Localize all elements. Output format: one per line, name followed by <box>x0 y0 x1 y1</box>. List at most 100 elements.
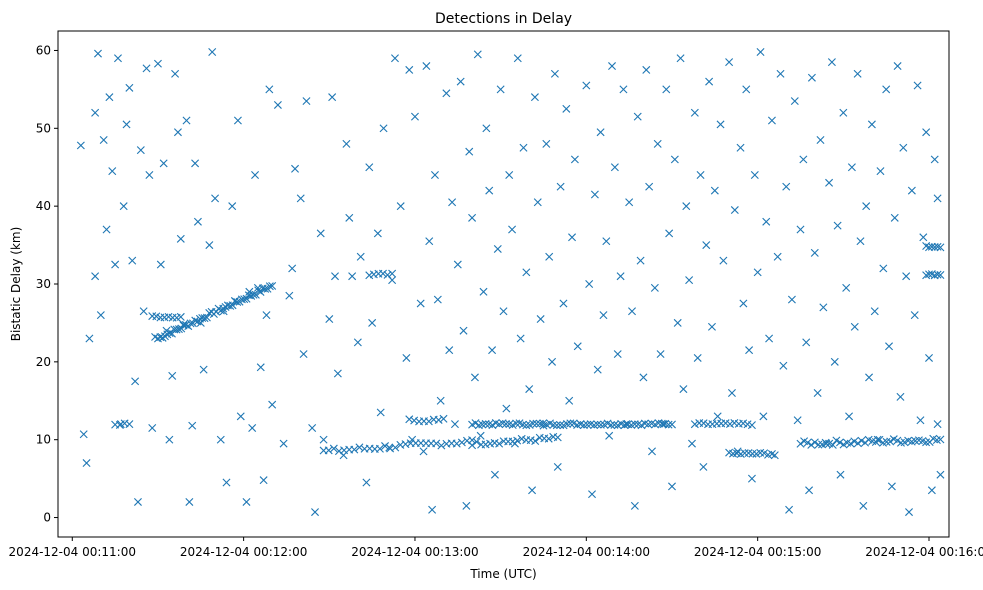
data-point <box>790 97 799 106</box>
data-point <box>379 124 388 133</box>
y-axis-ticks: 0 10 20 30 40 50 60 <box>36 43 58 525</box>
data-point <box>596 128 605 137</box>
data-point <box>186 319 195 328</box>
data-point <box>131 377 140 386</box>
data-point <box>76 141 85 150</box>
data-point <box>439 414 448 423</box>
data-point <box>468 441 477 450</box>
data-point <box>356 252 365 261</box>
data-point <box>373 229 382 238</box>
data-point <box>933 194 942 203</box>
data-point <box>552 421 561 430</box>
x-tick-label: 2024-12-04 00:11:00 <box>9 545 136 559</box>
data-point <box>630 501 639 510</box>
data-point <box>172 325 181 334</box>
data-point <box>550 69 559 78</box>
data-point <box>549 420 558 429</box>
data-point <box>159 159 168 168</box>
data-point <box>870 307 879 316</box>
data-point <box>553 433 562 442</box>
data-point <box>645 182 654 191</box>
data-point <box>871 437 880 446</box>
data-point <box>378 269 387 278</box>
data-point <box>488 346 497 355</box>
data-point <box>933 242 942 251</box>
data-point <box>174 325 183 334</box>
data-point <box>899 143 908 152</box>
data-point <box>176 312 185 321</box>
data-point <box>930 155 939 164</box>
data-point <box>139 307 148 316</box>
data-point <box>136 146 145 155</box>
data-point <box>596 420 605 429</box>
data-point <box>428 505 437 514</box>
data-point <box>742 85 751 94</box>
data-point <box>91 108 100 117</box>
data-point <box>656 350 665 359</box>
data-point <box>156 333 165 342</box>
data-point <box>762 217 771 226</box>
data-point <box>185 497 194 506</box>
y-axis-label: Bistatic Delay (km) <box>9 227 23 342</box>
data-point <box>436 396 445 405</box>
data-point <box>296 194 305 203</box>
data-point <box>608 62 617 71</box>
data-point <box>422 62 431 71</box>
x-tick-label: 2024-12-04 00:13:00 <box>351 545 478 559</box>
data-point <box>810 248 819 257</box>
data-point <box>156 260 165 269</box>
data-point <box>767 450 776 458</box>
data-point <box>468 213 477 222</box>
data-point <box>93 49 102 58</box>
data-point <box>833 221 842 230</box>
y-tick-label: 60 <box>36 43 51 57</box>
data-point <box>853 69 862 78</box>
data-point <box>342 139 351 148</box>
data-point <box>528 486 537 495</box>
data-point <box>690 420 699 429</box>
data-point <box>867 120 876 129</box>
data-point <box>171 69 180 78</box>
data-point <box>517 434 526 443</box>
data-point <box>927 242 936 251</box>
marker-layer <box>76 48 945 517</box>
data-point <box>636 256 645 265</box>
data-point <box>896 392 905 401</box>
data-point <box>529 419 538 428</box>
data-point <box>747 421 756 430</box>
data-point <box>750 171 759 180</box>
data-point <box>437 441 446 450</box>
data-point <box>245 287 254 296</box>
data-point <box>176 234 185 243</box>
data-point <box>302 97 311 106</box>
data-point <box>513 436 522 445</box>
data-point <box>648 447 656 456</box>
data-point <box>814 440 823 449</box>
data-point <box>448 198 457 207</box>
data-point <box>205 241 214 250</box>
data-point <box>865 373 874 382</box>
data-point <box>102 225 111 234</box>
data-point <box>91 272 100 281</box>
data-point <box>593 420 602 429</box>
data-point <box>566 419 575 428</box>
data-point <box>445 346 454 355</box>
data-point <box>685 276 694 285</box>
data-point <box>482 124 491 133</box>
data-point <box>472 437 481 446</box>
data-point <box>85 334 94 343</box>
data-point <box>799 155 808 164</box>
y-tick-label: 0 <box>43 511 51 525</box>
data-point <box>501 419 510 428</box>
data-point <box>268 281 277 290</box>
data-point <box>879 264 888 273</box>
data-point <box>519 143 528 152</box>
data-point <box>405 65 414 74</box>
data-point <box>876 167 885 176</box>
data-point <box>653 139 662 148</box>
data-point <box>424 417 433 426</box>
data-point <box>425 237 434 246</box>
data-point <box>96 311 105 320</box>
data-point <box>796 439 805 448</box>
data-point <box>391 443 400 452</box>
